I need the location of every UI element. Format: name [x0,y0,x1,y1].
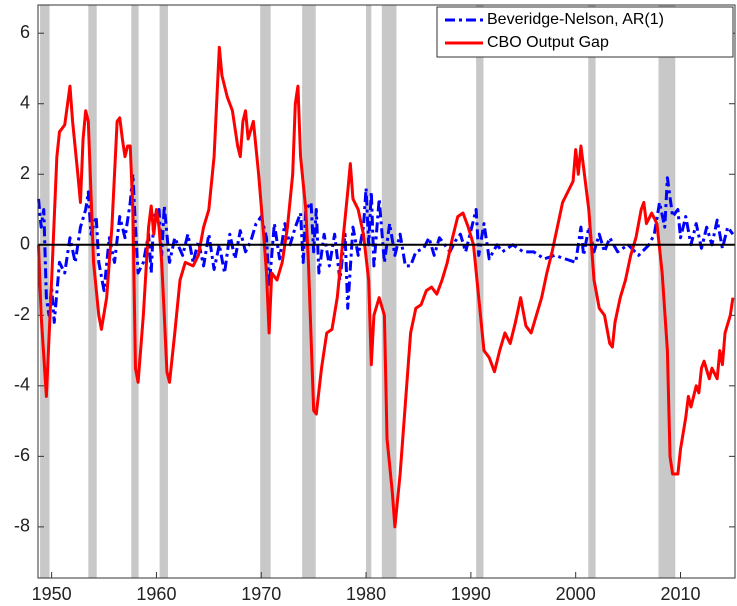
y-tick-label: -6 [14,445,30,465]
legend-box [436,6,734,58]
recession-band [588,5,596,578]
x-tick-label: 1980 [346,584,386,604]
y-tick-label: -8 [14,516,30,536]
y-tick-label: 6 [20,22,30,42]
x-tick-label: 2000 [556,584,596,604]
recession-band [476,5,484,578]
x-tick-label: 1990 [451,584,491,604]
legend: Beveridge-Nelson, AR(1) CBO Output Gap [436,6,734,58]
x-tick-label: 2010 [660,584,700,604]
x-tick-label: 1970 [241,584,281,604]
legend-label: CBO Output Gap [487,34,609,51]
recession-band [88,5,97,578]
recession-band [260,5,271,578]
recession-band [658,5,676,578]
y-tick-label: 0 [20,234,30,254]
y-tick-label: 4 [20,92,30,112]
y-tick-label: -2 [14,304,30,324]
y-tick-label: 2 [20,163,30,183]
y-tick-label: -4 [14,375,30,395]
x-tick-label: 1960 [136,584,176,604]
x-tick-label: 1950 [32,584,72,604]
plot-frame [37,4,736,579]
legend-label: Beveridge-Nelson, AR(1) [487,11,664,28]
recession-band [381,5,397,578]
series-line [37,45,735,529]
